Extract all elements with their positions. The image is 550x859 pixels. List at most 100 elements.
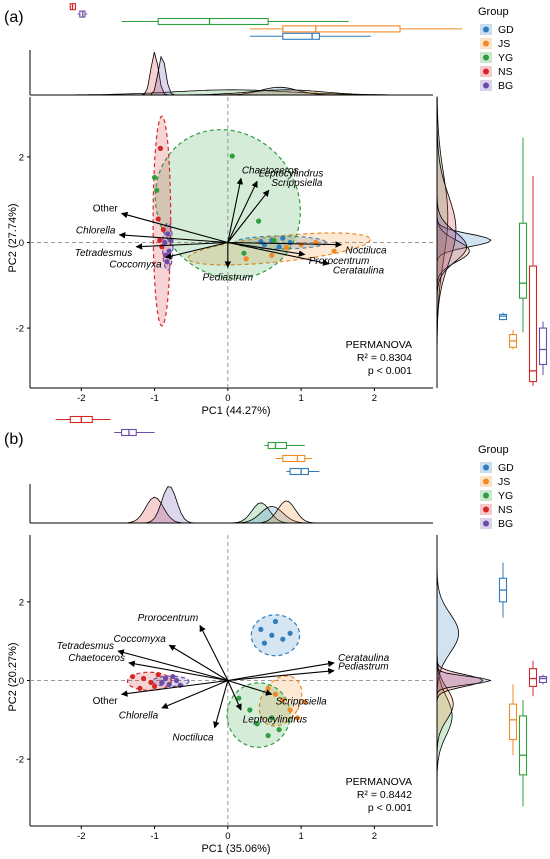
loading-label: Noctiluca [172,733,214,744]
data-point-bg [166,681,172,688]
boxplot-js [508,703,518,741]
data-point-js [243,256,249,262]
density-curve-bg [436,97,468,388]
legend-key-gd [483,464,489,471]
loading-arrow [227,189,270,243]
data-point-gd [272,618,279,625]
density-curve-yg [30,502,433,524]
data-point-yg [151,174,158,181]
data-point-ns [140,675,147,682]
loading-label: Chlorella [119,711,159,722]
loading-arrow [168,644,229,681]
loading-arrow [227,241,343,248]
loading-arrow [227,241,330,266]
data-point-ns [137,685,143,691]
x-tick-label: -2 [77,393,85,404]
loading-label: Pediastrum [203,272,254,283]
data-point-ns [157,145,164,151]
data-point-js [269,252,275,258]
data-point-gd [261,640,268,646]
legend-key-js [483,478,489,485]
data-point-gd [287,630,293,636]
density-curve-ns [30,51,433,96]
legend-label-bg: BG [498,80,513,92]
data-point-ns [155,672,161,678]
data-point-yg [229,153,235,159]
loading-arrow [227,667,335,682]
data-point-ns [157,237,163,243]
loading-arrow [118,231,228,244]
data-point-bg [165,231,171,237]
data-point-bg [170,673,176,680]
data-point-gd [269,632,275,638]
permanova-r2: R² = 0.8304 [357,352,412,364]
loading-arrow [227,241,306,257]
confidence-ellipse-yg [226,682,291,748]
y-tick-label: -2 [16,755,24,766]
legend-label-gd: GD [498,24,514,36]
data-point-yg [241,250,247,256]
loading-label: Chaetoceros [242,165,299,176]
data-point-js [298,242,304,248]
data-point-gd [258,626,264,632]
legend-key-ns [483,68,489,75]
legend-label-yg: YG [498,490,513,502]
x-axis-label-a: PC1 (44.27%) [201,405,270,417]
legend-key-yg [483,54,489,61]
legend-key-bg [483,82,489,89]
loading-label: Scrippsiella [271,178,323,189]
data-point-ns [151,683,158,689]
data-point-js [272,691,279,697]
data-point-yg [154,187,160,193]
panel-label-b: (b) [4,431,24,448]
data-point-ns [129,673,136,680]
x-tick-label: 0 [225,831,230,842]
y-tick-label: -2 [16,324,24,335]
loading-label: Cerataulina [338,653,390,664]
confidence-ellipse-ns [152,115,172,327]
loading-label: Tetradesmus [75,248,132,259]
right-boxplots-a [498,137,548,386]
loading-label: Chaetoceros [68,653,125,664]
x-tick-label: -1 [150,393,158,404]
legend-b: Group GD JS YG NS BG [478,444,514,530]
loading-arrow [120,211,228,244]
boxplot-yg [518,222,528,299]
legend-label-ns: NS [498,66,513,78]
legend-label-js: JS [498,476,510,488]
data-point-ns [155,216,161,222]
data-point-yg [265,732,271,739]
y-tick-label: 0 [19,676,24,687]
density-curve-bg [30,486,433,524]
data-point-js [265,685,271,691]
legend-label-yg: YG [498,52,513,64]
data-point-yg [254,721,260,727]
loading-arrow [199,624,229,681]
legend-title: Group [478,6,509,18]
density-curve-gd [30,505,433,524]
density-curve-js [30,500,433,524]
data-point-js [302,699,308,705]
confidence-ellipse-yg [154,129,301,279]
loading-label: Pediastrum [338,661,389,672]
data-point-js [287,707,293,713]
y-tick-label: 0 [19,238,24,249]
permanova-r2: R² = 0.8442 [357,789,412,801]
y-axis-label-a: PC2 (27.74%) [7,203,19,272]
loading-arrow [227,180,258,243]
loading-label: Coccomyxa [109,259,162,270]
x-tick-label: 2 [372,831,377,842]
panel-label-a: (a) [4,9,24,26]
loading-arrow [213,680,229,729]
top-boxplots-b [55,415,320,476]
data-point-yg [269,715,275,721]
legend-label-bg: BG [498,518,513,530]
data-point-yg [256,218,262,224]
loading-label: Other [93,203,119,214]
data-point-gd [287,239,293,246]
loading-arrow [120,679,228,697]
density-curve-ns [30,496,433,524]
data-point-bg [159,679,165,686]
loading-arrow [227,679,273,696]
y-tick-label: 2 [19,597,24,608]
